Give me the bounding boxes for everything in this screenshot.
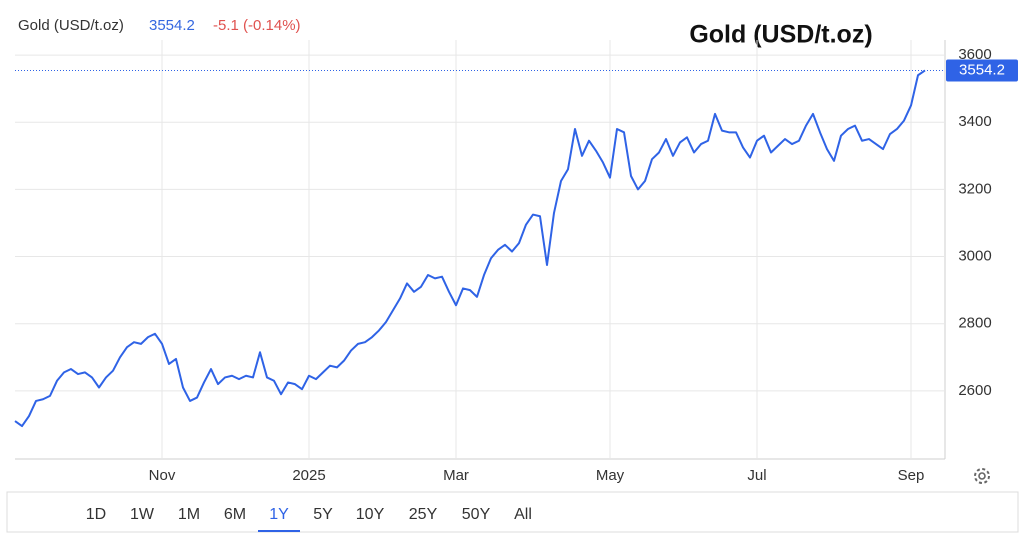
- x-tick-label: Nov: [149, 467, 176, 484]
- range-button[interactable]: 10Y: [356, 506, 385, 523]
- range-button[interactable]: 1D: [86, 506, 106, 523]
- range-button[interactable]: 1W: [130, 506, 155, 523]
- range-button[interactable]: 5Y: [313, 506, 333, 523]
- y-tick-label: 3600: [958, 46, 991, 63]
- y-tick-label: 3000: [958, 248, 991, 265]
- range-button[interactable]: 6M: [224, 506, 246, 523]
- last-price-label: 3554.2: [959, 61, 1005, 78]
- y-tick-label: 2600: [958, 382, 991, 399]
- x-tick-label: Sep: [898, 467, 925, 484]
- price-line: [14, 69, 926, 428]
- chart-title: Gold (USD/t.oz): [689, 21, 872, 49]
- range-button[interactable]: All: [514, 506, 532, 523]
- header-change: -5.1 (-0.14%): [213, 17, 301, 34]
- range-bar: [6, 491, 1019, 533]
- x-tick-label: 2025: [292, 467, 325, 484]
- range-button[interactable]: 1M: [178, 506, 200, 523]
- header-symbol: Gold (USD/t.oz): [18, 17, 124, 34]
- x-tick-label: Mar: [443, 467, 469, 484]
- header-price: 3554.2: [149, 17, 195, 34]
- range-button[interactable]: 25Y: [409, 506, 438, 523]
- x-tick-label: May: [596, 467, 625, 484]
- y-tick-label: 2800: [958, 315, 991, 332]
- range-button[interactable]: 50Y: [462, 506, 491, 523]
- range-button[interactable]: 1Y: [269, 506, 289, 523]
- x-tick-label: Jul: [747, 467, 766, 484]
- y-tick-label: 3400: [958, 113, 991, 130]
- y-tick-label: 3200: [958, 180, 991, 197]
- settings-icon[interactable]: [974, 468, 990, 484]
- last-price-box: [946, 59, 1018, 82]
